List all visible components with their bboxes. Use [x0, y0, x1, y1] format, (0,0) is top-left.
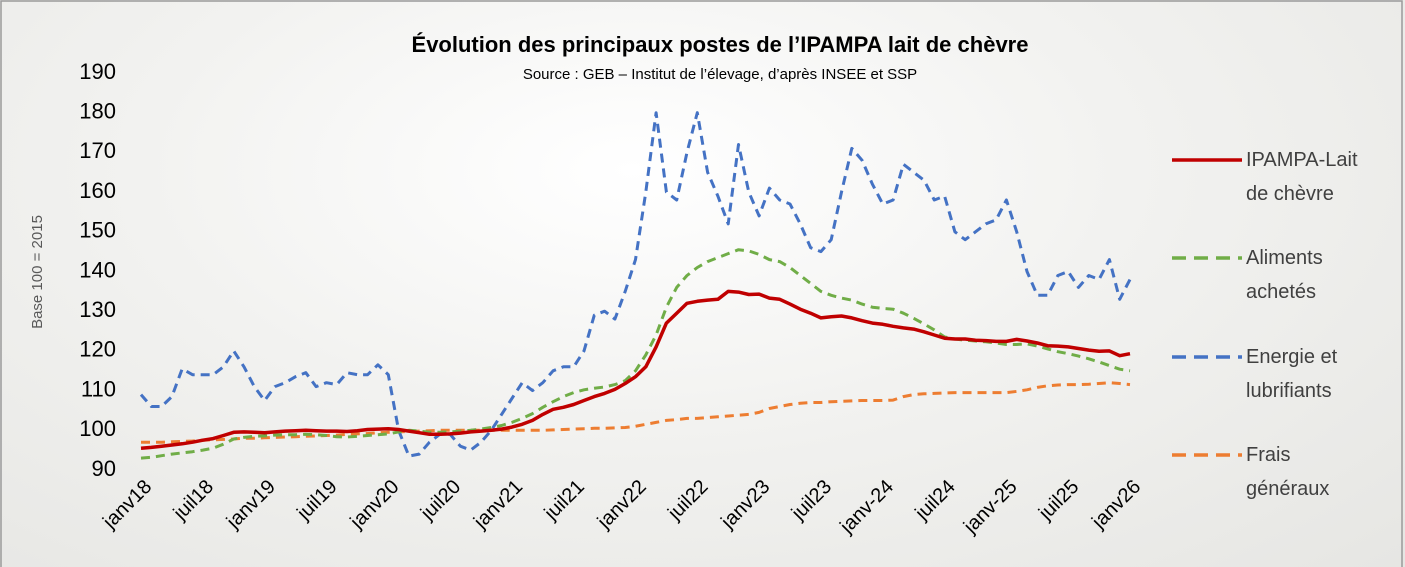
- x-tick-label: juil18: [169, 476, 218, 525]
- y-axis-label: Base 100 = 2015: [29, 215, 46, 329]
- x-tick-label: juil22: [663, 476, 712, 525]
- x-tick-label: juil19: [292, 476, 341, 525]
- legend-label: Frais généraux: [1246, 438, 1376, 506]
- chart-subtitle: Source : GEB – Institut de l’élevage, d’…: [523, 66, 917, 83]
- data-line: [141, 250, 1130, 458]
- legend-label: Energie et lubrifiants: [1246, 340, 1376, 408]
- y-tick-label: 140: [79, 257, 116, 282]
- x-tick-label: juil20: [416, 476, 465, 525]
- chart: Évolution des principaux postes de l’IPA…: [0, 0, 1405, 567]
- y-tick-label: 90: [92, 456, 116, 481]
- y-tick-label: 190: [79, 59, 116, 84]
- x-tick-label: janv21: [469, 476, 527, 534]
- y-tick-label: 120: [79, 337, 116, 362]
- x-tick-label: janv20: [346, 476, 404, 534]
- x-tick-label: janv26: [1087, 476, 1145, 534]
- x-tick-label: juil25: [1034, 476, 1083, 525]
- x-tick-label: juil24: [911, 476, 960, 525]
- x-tick-label: janv23: [716, 476, 774, 534]
- x-tick-label: janv18: [98, 476, 156, 534]
- x-tick-label: juil21: [540, 476, 589, 525]
- legend-label: IPAMPA-Lait de chèvre: [1246, 143, 1376, 211]
- legend-label: Aliments achetés: [1246, 241, 1376, 309]
- y-tick-label: 160: [79, 178, 116, 203]
- y-tick-label: 170: [79, 138, 116, 163]
- y-tick-label: 110: [81, 376, 116, 401]
- x-tick-label: janv22: [593, 476, 651, 534]
- x-tick-label: janv19: [222, 476, 280, 534]
- y-tick-label: 150: [79, 218, 116, 243]
- chart-page: Évolution des principaux postes de l’IPA…: [0, 0, 1405, 567]
- y-tick-label: 180: [79, 99, 116, 124]
- y-tick-label: 130: [79, 297, 116, 322]
- x-tick-label: juil23: [787, 476, 836, 525]
- data-line: [141, 113, 1130, 456]
- chart-title: Évolution des principaux postes de l’IPA…: [412, 32, 1029, 57]
- y-tick-label: 100: [79, 416, 116, 441]
- x-tick-label: janv-25: [959, 476, 1022, 539]
- x-tick-label: janv-24: [835, 476, 898, 539]
